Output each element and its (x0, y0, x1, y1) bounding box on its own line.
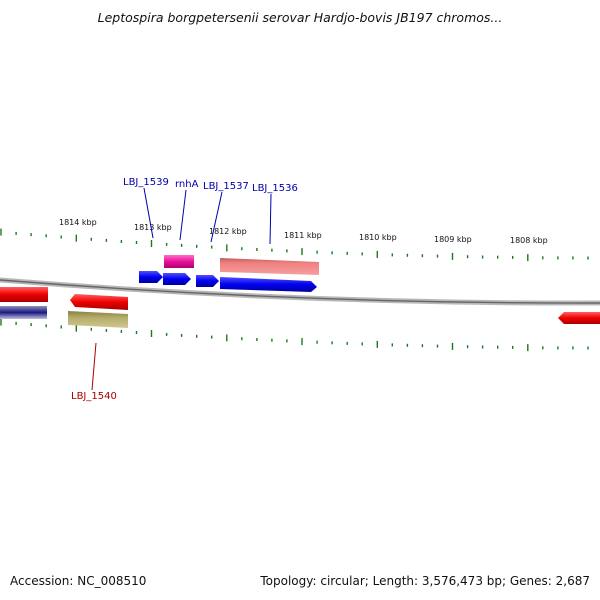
accession-text: Accession: NC_008510 (10, 574, 147, 588)
gene-rnha[interactable] (163, 273, 191, 285)
reverse-gene-right[interactable] (558, 312, 600, 324)
chromosome-backbone-core (0, 279, 600, 304)
gene-feature-lbj-1540[interactable] (68, 311, 128, 328)
gene-label-lbj-1537[interactable]: LBJ_1537 (203, 181, 249, 192)
ruler-label: 1812 kbp (209, 227, 247, 236)
genome-stats-text: Topology: circular; Length: 3,576,473 bp… (260, 574, 590, 588)
ruler-ticks-reverse (0, 318, 589, 352)
gene-feature-lbj-1536[interactable] (220, 258, 319, 275)
ruler-label: 1809 kbp (434, 235, 472, 244)
gene-label-rnha[interactable]: rnhA (175, 179, 199, 190)
rna-feature[interactable] (164, 255, 194, 268)
ruler-label: 1814 kbp (59, 218, 97, 227)
ruler-ticks-forward (0, 228, 589, 262)
gene-label-leader-reverse (91, 342, 97, 391)
reverse-gene-left[interactable] (0, 287, 48, 302)
gene-lbj-1536[interactable] (220, 277, 317, 292)
ruler-label: 1810 kbp (359, 233, 397, 242)
ruler-label: 1811 kbp (284, 231, 322, 240)
map-title: Leptospira borgpetersenii serovar Hardjo… (97, 10, 503, 25)
ruler-label: 1813 kbp (134, 223, 172, 232)
gene-label-leaders (143, 187, 272, 245)
gene-label-lbj-1539[interactable]: LBJ_1539 (123, 177, 169, 188)
gene-lbj-1539[interactable] (139, 271, 163, 283)
gene-label-lbj-1540[interactable]: LBJ_1540 (71, 391, 117, 402)
ruler-label: 1808 kbp (510, 236, 548, 245)
gene-lbj-1537[interactable] (196, 275, 219, 287)
reverse-gene[interactable] (70, 294, 128, 310)
reverse-feature-navy[interactable] (0, 306, 47, 319)
gene-label-lbj-1536[interactable]: LBJ_1536 (252, 183, 298, 194)
